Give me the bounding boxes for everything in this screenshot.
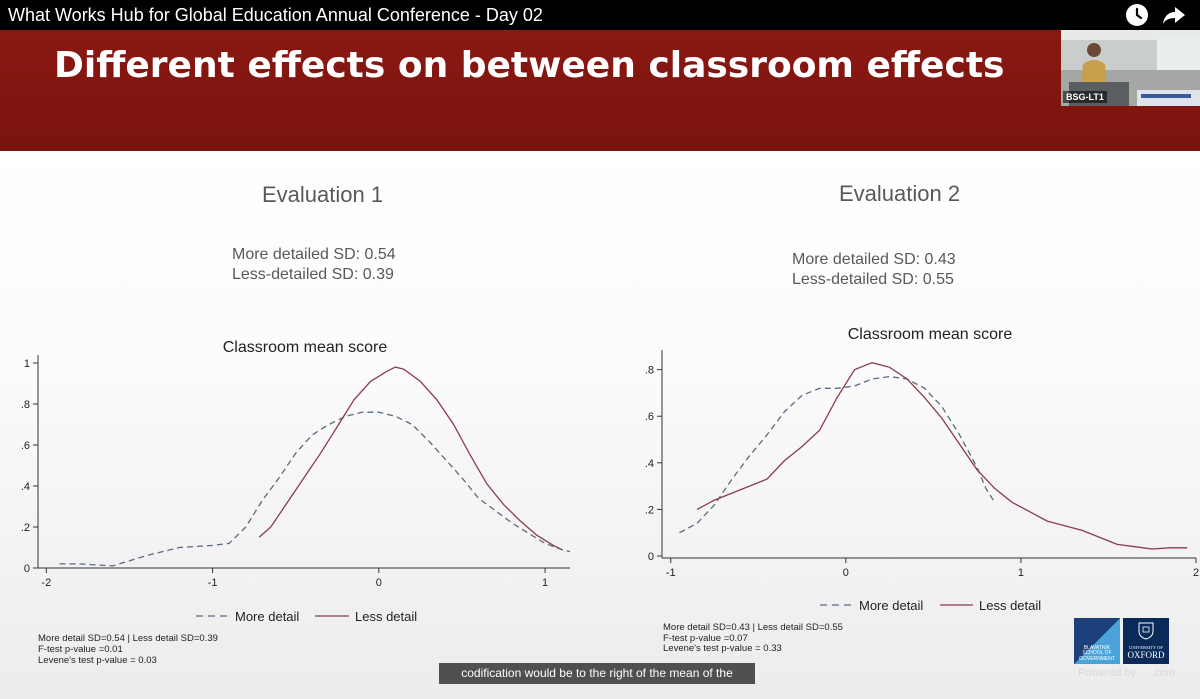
y-tick-label: .4 (21, 481, 30, 493)
legend-label-more-detail: More detail (859, 598, 923, 613)
evaluation-1-stats-ftest: F-test p-value =0.01 (38, 644, 123, 655)
y-tick-label: .8 (645, 365, 654, 377)
clock-icon[interactable] (1124, 2, 1150, 28)
series-line-more-detail (59, 411, 571, 567)
powered-by-watermark: Powered by ... .com (1078, 667, 1176, 679)
evaluation-1-density-chart: Classroom mean score 0 .2 .4 .6 .8 1 -2 -1 0 1 Mo… (21, 339, 571, 624)
evaluation-2-density-chart: Classroom mean score 0 .2 .4 .6 .8 -1 0 1 2 More… (645, 326, 1199, 613)
x-tick-label: 1 (1018, 567, 1024, 579)
oxford-crest-icon (1138, 622, 1154, 640)
legend-label-less-detail: Less detail (355, 609, 417, 624)
y-tick-label: 1 (24, 358, 30, 370)
series-line-more-detail (679, 375, 996, 534)
closed-caption: codification would be to the right of th… (439, 663, 755, 684)
x-tick-label: 0 (843, 567, 849, 579)
slide-body (0, 151, 1200, 699)
y-tick-label: .2 (21, 522, 30, 534)
legend: More detail Less detail (196, 609, 417, 624)
x-tick-label: -2 (41, 577, 51, 589)
evaluation-2-sd-more: More detailed SD: 0.43 (792, 251, 956, 268)
series-line-less-detail (258, 366, 562, 551)
slide-banner (0, 30, 1200, 151)
blavatnik-school-logo: BLAVATNIK SCHOOL OF GOVERNMENT (1074, 618, 1120, 664)
bsg-logo-line: GOVERNMENT (1079, 655, 1115, 662)
slide-title: Different effects on between classroom e… (54, 45, 1005, 86)
legend: More detail Less detail (820, 598, 1041, 613)
evaluation-1-sd-more: More detailed SD: 0.54 (232, 246, 396, 263)
share-arrow-icon[interactable] (1161, 2, 1187, 28)
y-tick-label: 0 (648, 551, 654, 563)
oxford-university-logo: UNIVERSITY OF OXFORD (1123, 618, 1169, 664)
y-tick-label: .2 (645, 504, 654, 516)
pip-room-label: BSG-LT1 (1063, 91, 1107, 103)
legend-label-less-detail: Less detail (979, 598, 1041, 613)
y-tick-label: .6 (21, 440, 30, 452)
y-tick-label: .4 (645, 458, 654, 470)
evaluation-1-stats-levene: Levene's test p-value = 0.03 (38, 655, 157, 666)
evaluation-1-sd-less: Less-detailed SD: 0.39 (232, 266, 394, 283)
evaluation-1-stats-sd: More detail SD=0.54 | Less detail SD=0.3… (38, 633, 218, 644)
evaluation-1-title: Evaluation 1 (262, 182, 384, 207)
x-tick-label: 1 (542, 577, 548, 589)
evaluation-2-stats-levene: Levene's test p-value = 0.33 (663, 643, 782, 654)
video-top-bar: What Works Hub for Global Education Annu… (0, 0, 1200, 30)
y-tick-label: .6 (645, 411, 654, 423)
video-title[interactable]: What Works Hub for Global Education Annu… (8, 5, 543, 25)
bsg-logo-line: BLAVATNIK (1083, 644, 1111, 651)
evaluation-2-sd-less: Less-detailed SD: 0.55 (792, 271, 954, 288)
y-tick-label: .8 (21, 399, 30, 411)
y-tick-label: 0 (24, 563, 30, 575)
oxford-logo-line: OXFORD (1127, 650, 1165, 660)
series-line-less-detail (696, 362, 1188, 550)
chart-title: Classroom mean score (848, 326, 1013, 343)
bsg-logo-line: SCHOOL OF (1082, 650, 1112, 656)
evaluation-2-stats-sd: More detail SD=0.43 | Less detail SD=0.5… (663, 622, 843, 633)
x-tick-label: 0 (376, 577, 382, 589)
chart-title: Classroom mean score (223, 339, 388, 356)
x-tick-label: -1 (208, 577, 218, 589)
speaker-video-thumbnail[interactable]: BSG-LT1 (1061, 30, 1200, 106)
evaluation-2-title: Evaluation 2 (839, 181, 961, 206)
evaluation-2-stats-ftest: F-test p-value =0.07 (663, 633, 748, 644)
legend-label-more-detail: More detail (235, 609, 299, 624)
oxford-logo-line: UNIVERSITY OF (1129, 645, 1163, 650)
x-tick-label: 2 (1193, 567, 1199, 579)
x-tick-label: -1 (666, 567, 676, 579)
